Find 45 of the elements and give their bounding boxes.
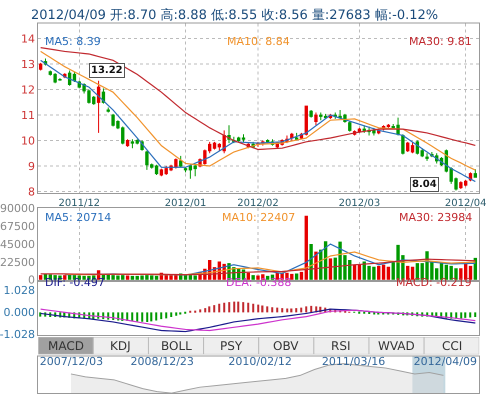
category-label: OBV (273, 339, 300, 353)
category-label: CCI (442, 339, 462, 353)
x-tick-label: 2011/03/16 (322, 354, 386, 368)
y-tick-label: 0 (28, 274, 36, 287)
x-tick-label: 2012/04 (444, 198, 486, 209)
y-tick-label: 67500 (0, 220, 36, 233)
y-tick-label: 8 (28, 185, 36, 198)
category-label: MACD (48, 339, 84, 353)
text: MA5: 20714 (45, 211, 112, 224)
category-label: PSY (220, 339, 243, 353)
category-label: BOLL (161, 339, 192, 353)
x-tick-label: 2012/01 (164, 198, 206, 209)
x-tick-label: 2010/02/12 (228, 354, 292, 368)
text: MA10: 22407 (222, 211, 296, 224)
category-label: RSI (331, 339, 350, 353)
category-label: WVAD (378, 339, 415, 353)
annotation: 8.04 (412, 179, 437, 190)
y-tick-label: 9 (28, 160, 36, 173)
y-tick-label: -1.028 (0, 328, 36, 342)
annotation: 13.22 (91, 65, 123, 76)
y-tick-label: 22500 (0, 256, 36, 269)
y-tick-label: 12 (21, 83, 36, 96)
y-tick-label: 90000 (0, 202, 36, 216)
text: MACD: -0.219 (396, 276, 472, 289)
category-label: KDJ (110, 339, 131, 353)
x-tick-label: 2011/12 (58, 198, 100, 209)
text: MA30: 9.81 (409, 35, 472, 48)
y-tick-label: 45000 (0, 238, 36, 251)
y-tick-label: 1.028 (4, 284, 36, 298)
y-tick-label: 11 (21, 108, 36, 122)
x-tick-label: 2012/03 (338, 198, 380, 209)
y-tick-label: 0.000 (4, 306, 36, 320)
text: DIF: -0.497 (45, 276, 105, 289)
chart-title: 2012/04/09 开:8.70 高:8.88 低:8.55 收:8.56 量:27683 幅:-0.12% (31, 7, 438, 23)
y-tick-label: 10 (21, 134, 36, 148)
x-tick-label: 2012/04/09 (414, 354, 478, 368)
y-tick-label: 14 (21, 32, 36, 46)
x-tick-label: 2007/12/03 (40, 354, 104, 368)
text: DEA: -0.388 (226, 276, 292, 289)
text: MA30: 23984 (399, 211, 472, 224)
x-tick-label: 2008/12/23 (130, 354, 194, 368)
y-tick-label: 13 (21, 58, 36, 72)
x-tick-label: 2012/02 (237, 198, 279, 209)
series-label: MA5: 8.39 (45, 35, 101, 48)
text: MA10: 8.84 (227, 35, 290, 48)
